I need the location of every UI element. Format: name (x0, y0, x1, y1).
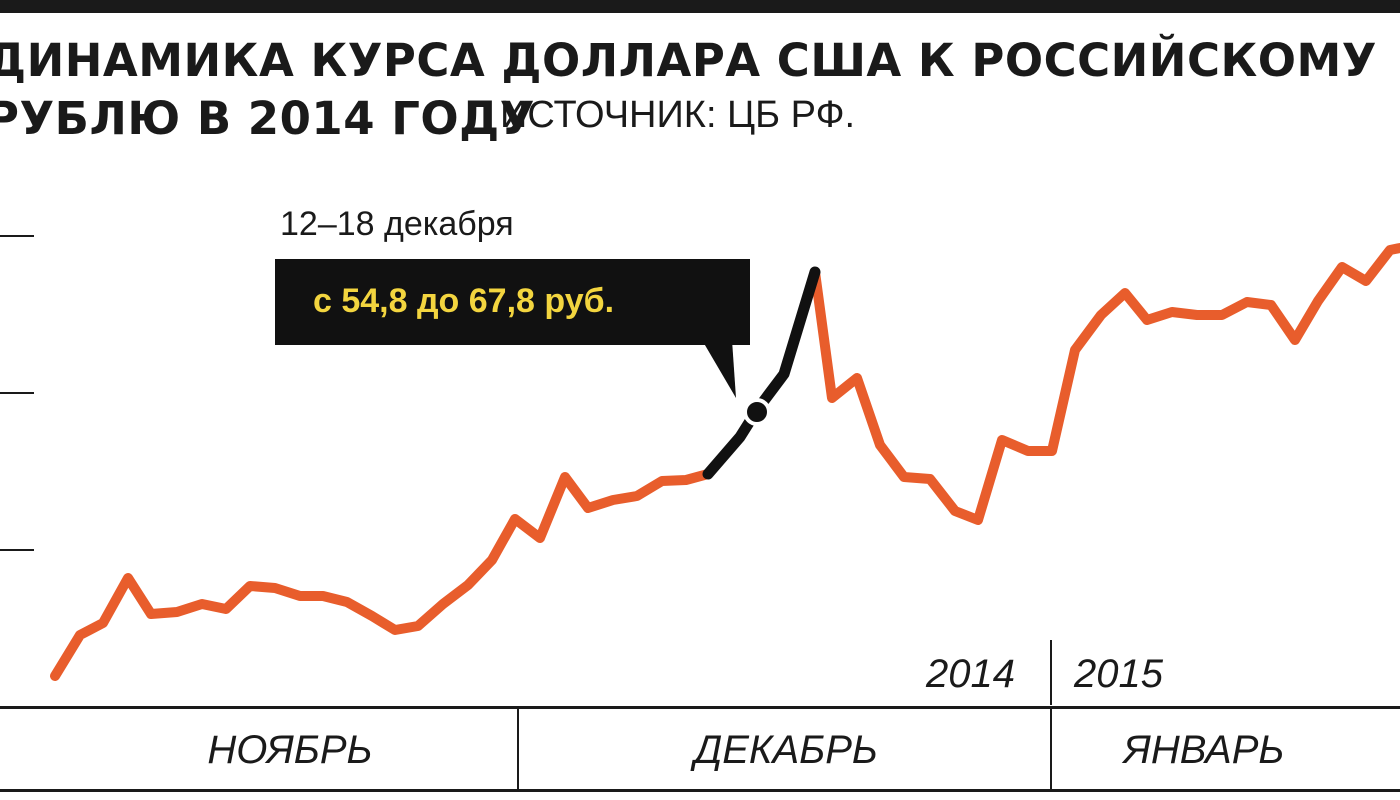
title-line-2: РУБЛЮ В 2014 ГОДУ (0, 92, 535, 145)
y-tick (0, 392, 34, 394)
source-note: ИСТОЧНИК: ЦБ РФ. (500, 94, 856, 136)
year-label-2014: 2014 (926, 652, 1015, 696)
title-line-1: ДИНАМИКА КУРСА ДОЛЛАРА США К РОССИЙСКОМУ (0, 34, 1378, 87)
year-divider (1050, 640, 1052, 705)
month-label-january: ЯНВАРЬ (1123, 728, 1285, 772)
top-rule (0, 0, 1400, 13)
y-tick (0, 235, 34, 237)
month-divider (1050, 708, 1052, 789)
month-divider (517, 708, 519, 789)
axis-line-top (0, 706, 1400, 709)
year-label-2015: 2015 (1074, 652, 1163, 696)
annotation-period: 12–18 декабря (280, 205, 514, 243)
annotation-callout-text: с 54,8 до 67,8 руб. (313, 282, 615, 320)
month-label-december: ДЕКАБРЬ (694, 728, 878, 772)
highlight-point (743, 398, 771, 426)
month-label-november: НОЯБРЬ (207, 728, 373, 772)
chart-title: ДИНАМИКА КУРСА ДОЛЛАРА США К РОССИЙСКОМУ… (0, 32, 1400, 148)
callout-pointer (702, 340, 736, 398)
annotation-callout: с 54,8 до 67,8 руб. (275, 259, 750, 345)
axis-line-bottom (0, 789, 1400, 792)
y-tick (0, 549, 34, 551)
